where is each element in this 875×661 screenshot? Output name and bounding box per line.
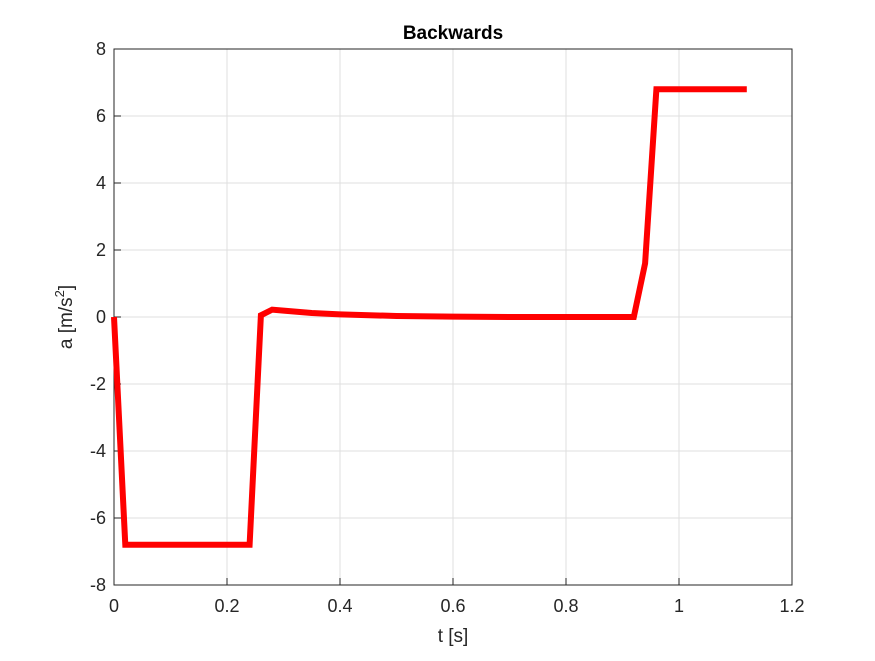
y-tick-label: -8 (90, 575, 106, 595)
y-tick-label: 0 (96, 307, 106, 327)
ticks: 0 0.2 0.4 0.6 0.8 1 1.2 -8 -6 -4 -2 0 2 4 6 8 (90, 39, 805, 616)
x-tick-label: 0.6 (440, 596, 465, 616)
y-tick-label: -6 (90, 508, 106, 528)
x-tick-label: 0.2 (214, 596, 239, 616)
y-tick-label: 8 (96, 39, 106, 59)
y-tick-label: -2 (90, 374, 106, 394)
x-tick-label: 1.2 (779, 596, 804, 616)
series-layer (111, 86, 747, 548)
y-tick-label: 4 (96, 173, 106, 193)
y-axis-label-close: ] (56, 285, 77, 290)
chart-title: Backwards (403, 23, 503, 44)
x-tick-label: 0 (109, 596, 119, 616)
y-axis-label-base: a [m/s (56, 297, 77, 349)
y-tick-label: -4 (90, 441, 106, 461)
x-tick-label: 1 (674, 596, 684, 616)
x-tick-label: 0.8 (553, 596, 578, 616)
y-tick-label: 6 (96, 106, 106, 126)
y-axis-label-superscript: 2 (52, 290, 67, 297)
x-axis-label: t [s] (438, 626, 469, 647)
y-axis-label: a [m/s2] (52, 285, 77, 349)
series-line-1 (111, 86, 747, 548)
x-tick-label: 0.4 (327, 596, 352, 616)
y-tick-label: 2 (96, 240, 106, 260)
